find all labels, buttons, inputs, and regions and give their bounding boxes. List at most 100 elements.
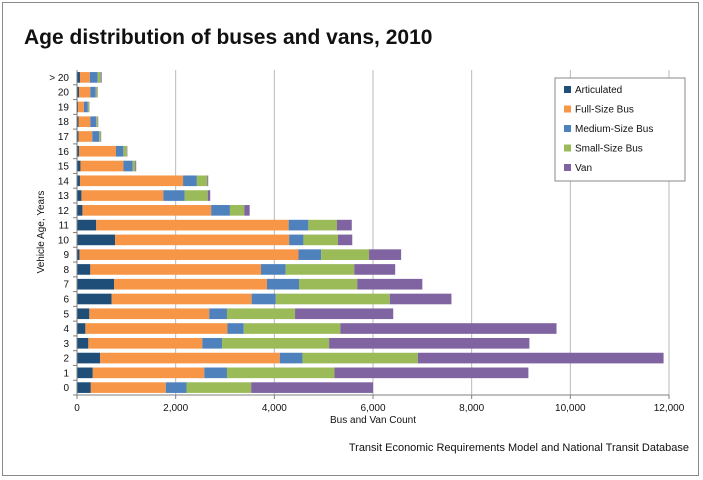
y-tick-label: 9	[63, 250, 69, 261]
x-tick-label: 10,000	[555, 403, 586, 414]
x-tick-label: 2,000	[163, 403, 188, 414]
legend-label: Full-Size Bus	[575, 105, 634, 116]
bar-segment	[77, 160, 81, 172]
bar-segment	[279, 352, 303, 364]
bar-segment	[77, 249, 80, 260]
bar-segment	[302, 352, 418, 364]
bar-segment	[123, 160, 133, 172]
bar-segment	[77, 145, 79, 157]
bar-segment	[211, 205, 230, 216]
bar-segment	[89, 72, 98, 83]
y-tick-label: 2	[63, 354, 69, 365]
y-tick-label: 4	[63, 324, 69, 335]
bar-segment	[97, 72, 101, 83]
bar-segment	[77, 86, 79, 98]
bar-segment	[77, 131, 79, 142]
bar-segment	[77, 219, 97, 231]
bar-segment	[78, 145, 116, 157]
y-tick-label: 1	[63, 368, 69, 379]
bar-segment	[202, 337, 223, 349]
bar-segment	[354, 264, 396, 275]
bar-segment	[79, 249, 299, 260]
bar-segment	[369, 249, 402, 260]
bar-segment	[186, 382, 252, 393]
bar-segment	[288, 219, 309, 231]
y-tick-label: 19	[58, 102, 70, 113]
bar-segment	[308, 219, 337, 231]
bar-segment	[78, 131, 93, 142]
bar-segment	[114, 234, 290, 246]
bar-segment	[196, 175, 208, 187]
legend-swatch	[564, 105, 571, 113]
bar-segment	[85, 323, 228, 334]
bar-segment	[207, 175, 209, 187]
x-tick-label: 12,000	[654, 403, 685, 414]
legend-swatch	[564, 164, 571, 171]
bar-segment	[226, 367, 335, 379]
y-tick-label: 0	[63, 383, 69, 394]
bar-segment	[334, 367, 529, 379]
x-tick-label: 4,000	[262, 403, 287, 414]
bar-segment	[340, 323, 557, 334]
bar-segment	[92, 131, 100, 142]
legend-swatch	[564, 144, 571, 152]
bar-segment	[95, 86, 98, 98]
bar-segment	[289, 234, 304, 246]
bar-segment	[135, 160, 137, 172]
bar-segment	[417, 352, 664, 364]
bar-segment	[114, 278, 267, 290]
bar-segment	[229, 205, 245, 216]
bar-segment	[88, 337, 203, 349]
bar-segment	[77, 175, 80, 187]
bar-segment	[251, 382, 373, 393]
bar-segment	[79, 72, 90, 83]
bar-segment	[92, 367, 205, 379]
bar-segment	[96, 116, 98, 128]
bar-segment	[77, 72, 80, 83]
bar-segment	[299, 278, 358, 290]
y-tick-label: 17	[58, 132, 70, 143]
bar-segment	[90, 86, 96, 98]
source-note: Transit Economic Requirements Model and …	[348, 442, 689, 454]
bar-segment	[298, 249, 322, 260]
bar-segment	[275, 293, 390, 305]
bar-segment	[77, 367, 93, 379]
bar-segment	[261, 264, 286, 275]
bar-segment	[209, 308, 227, 320]
y-axis-label: Vehicle Age, Years	[36, 191, 47, 274]
bar-segment	[89, 308, 210, 320]
bar-segment	[99, 131, 101, 142]
bar-segment	[357, 278, 423, 290]
bar-segment	[266, 278, 299, 290]
y-tick-label: 5	[63, 309, 69, 320]
bar-segment	[90, 382, 166, 393]
bar-segment	[207, 190, 211, 201]
legend-swatch	[564, 125, 571, 132]
y-tick-label: 18	[58, 117, 70, 128]
legend-label: Articulated	[575, 85, 622, 96]
bar-segment	[78, 86, 91, 98]
bar-segment	[295, 308, 394, 320]
bar-segment	[115, 145, 124, 157]
bar-segment	[226, 308, 296, 320]
x-tick-label: 0	[74, 403, 80, 414]
bar-segment	[132, 160, 136, 172]
bar-segment	[82, 205, 212, 216]
y-tick-label: > 20	[49, 73, 69, 84]
bar-segment	[336, 219, 352, 231]
bar-segment	[87, 101, 89, 113]
y-tick-label: 16	[58, 147, 70, 158]
bar-segment	[90, 264, 262, 275]
y-tick-label: 8	[63, 265, 69, 276]
bar-segment	[321, 249, 370, 260]
y-tick-label: 3	[63, 339, 69, 350]
bar-segment	[183, 175, 197, 187]
axes	[76, 70, 669, 396]
bar-segment	[163, 190, 185, 201]
bar-segment	[184, 190, 208, 201]
bar-segment	[77, 205, 83, 216]
bar-segment	[227, 323, 244, 334]
bar-segment	[83, 101, 88, 113]
legend-label: Van	[575, 163, 592, 174]
bar-segment	[285, 264, 355, 275]
